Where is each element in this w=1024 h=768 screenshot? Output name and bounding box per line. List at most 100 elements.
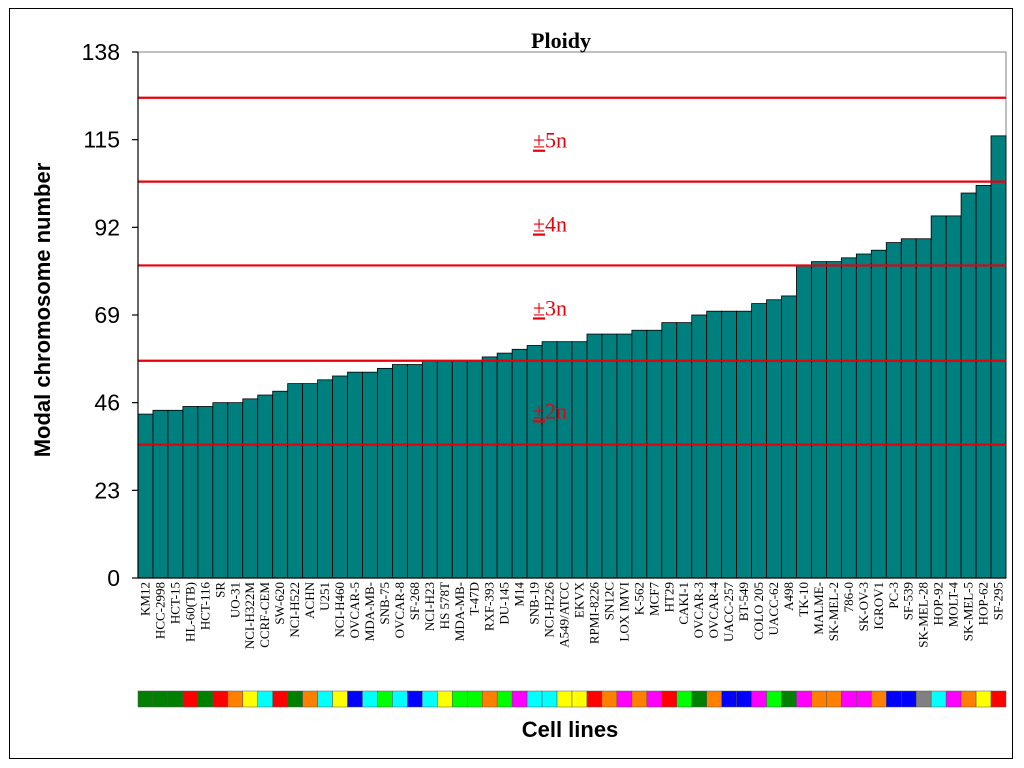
bar (137, 413, 154, 579)
bar (451, 360, 468, 579)
bar (766, 299, 782, 579)
x-tick-label: OVCAR-4 (706, 582, 721, 639)
x-tick-labels: KM12 HCC-2998 HCT-15 HL-60(TB) HCT-116 SR UO-3… (137, 581, 1005, 649)
bar (885, 242, 902, 579)
x-tick-label: NCI-H226 (542, 582, 557, 638)
color-strip-cell (990, 690, 1007, 708)
color-strip-cell (526, 690, 543, 708)
color-strip-cell (197, 690, 214, 708)
x-tick-label: DU-145 (497, 582, 512, 625)
color-strip-cell (930, 690, 947, 708)
x-tick-label: UO-31 (227, 582, 242, 618)
bar (990, 135, 1007, 579)
x-tick-label: A549/ATCC (557, 582, 572, 648)
bar (586, 333, 603, 579)
color-strip-cell (362, 690, 378, 708)
color-strip-cell (422, 690, 438, 708)
x-tick-label: NCI-H522 (287, 582, 302, 638)
x-tick-label: 786-0 (841, 582, 856, 612)
bar (212, 402, 229, 579)
x-tick-label: PC-3 (886, 582, 901, 609)
y-axis: 0 23 46 69 92 115 138 (82, 39, 1006, 591)
bar (930, 215, 947, 579)
color-strip-cell (407, 690, 423, 708)
color-strip-cell (242, 690, 258, 708)
color-strip-cell (182, 690, 199, 708)
bar (392, 364, 408, 579)
bar (511, 348, 528, 579)
bar (781, 295, 797, 579)
x-tick-label: MCF7 (646, 582, 661, 616)
x-tick-label: HCT-116 (197, 582, 212, 631)
y-tick-label: 69 (94, 302, 120, 328)
bar (601, 333, 618, 579)
color-strip-cell (721, 690, 737, 708)
x-tick-label: LOX IMVI (616, 582, 631, 642)
color-strip-cell (751, 690, 767, 708)
x-tick-label: UACC-257 (721, 582, 736, 642)
x-tick-label: HT29 (661, 582, 676, 612)
bar (796, 265, 812, 579)
color-strip-cell (586, 690, 603, 708)
color-strip-cell (736, 690, 752, 708)
bar (362, 371, 378, 579)
bar (541, 341, 558, 579)
color-strip-cell (257, 690, 273, 708)
x-tick-label: IGROV1 (871, 582, 886, 630)
x-tick-label: BT-549 (736, 582, 751, 621)
bar (691, 314, 708, 579)
color-strip-cell (287, 690, 303, 708)
bar (302, 383, 318, 579)
color-strip-cell (212, 690, 229, 708)
color-strip-cell (975, 690, 992, 708)
x-tick-label: OVCAR-3 (691, 582, 706, 638)
color-strip-cell (466, 690, 483, 708)
x-tick-label: SF-539 (901, 582, 916, 620)
x-tick-label: EKVX (571, 581, 586, 618)
chart-frame (9, 8, 1013, 759)
color-strip-cell (332, 690, 348, 708)
x-tick-label: SN12C (601, 582, 616, 620)
color-strip-cell (317, 690, 333, 708)
x-tick-label: A498 (781, 582, 796, 611)
color-strip-cell (691, 690, 707, 708)
bar (751, 303, 767, 579)
bars-group (137, 135, 1007, 579)
color-strip-cell (915, 690, 932, 708)
color-strip-cell (811, 690, 827, 708)
x-tick-label: SF-295 (991, 582, 1006, 620)
bar (257, 394, 274, 579)
color-strip-cell (392, 690, 408, 708)
x-tick-label: KM12 (137, 582, 152, 616)
bar (466, 360, 483, 579)
cell-line-color-strip (137, 690, 1007, 708)
bar (855, 253, 872, 579)
x-tick-label: COLO 205 (751, 582, 766, 640)
color-strip-cell (377, 690, 393, 708)
x-tick-label: NCI-H460 (332, 582, 347, 638)
color-strip-cell (856, 690, 872, 708)
color-strip-cell (347, 690, 363, 708)
x-tick-label: OVCAR-5 (347, 582, 362, 638)
band-label: ±4n (533, 212, 567, 237)
chart-title: Ploidy (531, 28, 591, 53)
color-strip-cell (631, 690, 648, 708)
bar (975, 185, 992, 579)
x-tick-label: SK-MEL-5 (961, 582, 976, 641)
x-tick-label: HS 578T (437, 582, 452, 629)
x-tick-label: SK-MEL-2 (826, 582, 841, 641)
bar (481, 356, 498, 579)
x-tick-label: MOLT-4 (946, 582, 961, 628)
bar (811, 261, 827, 579)
x-tick-label: M14 (512, 582, 527, 607)
color-strip-cell (511, 690, 528, 708)
bar (152, 409, 169, 579)
bar (182, 406, 199, 579)
x-tick-label: RXF-393 (482, 582, 497, 631)
x-tick-label: SK-OV-3 (856, 582, 871, 631)
reference-lines-group (138, 96, 1006, 446)
bar (631, 329, 648, 579)
x-tick-label: NCI-H322M (242, 582, 257, 650)
y-axis-label: Modal chromosome number (30, 162, 55, 457)
